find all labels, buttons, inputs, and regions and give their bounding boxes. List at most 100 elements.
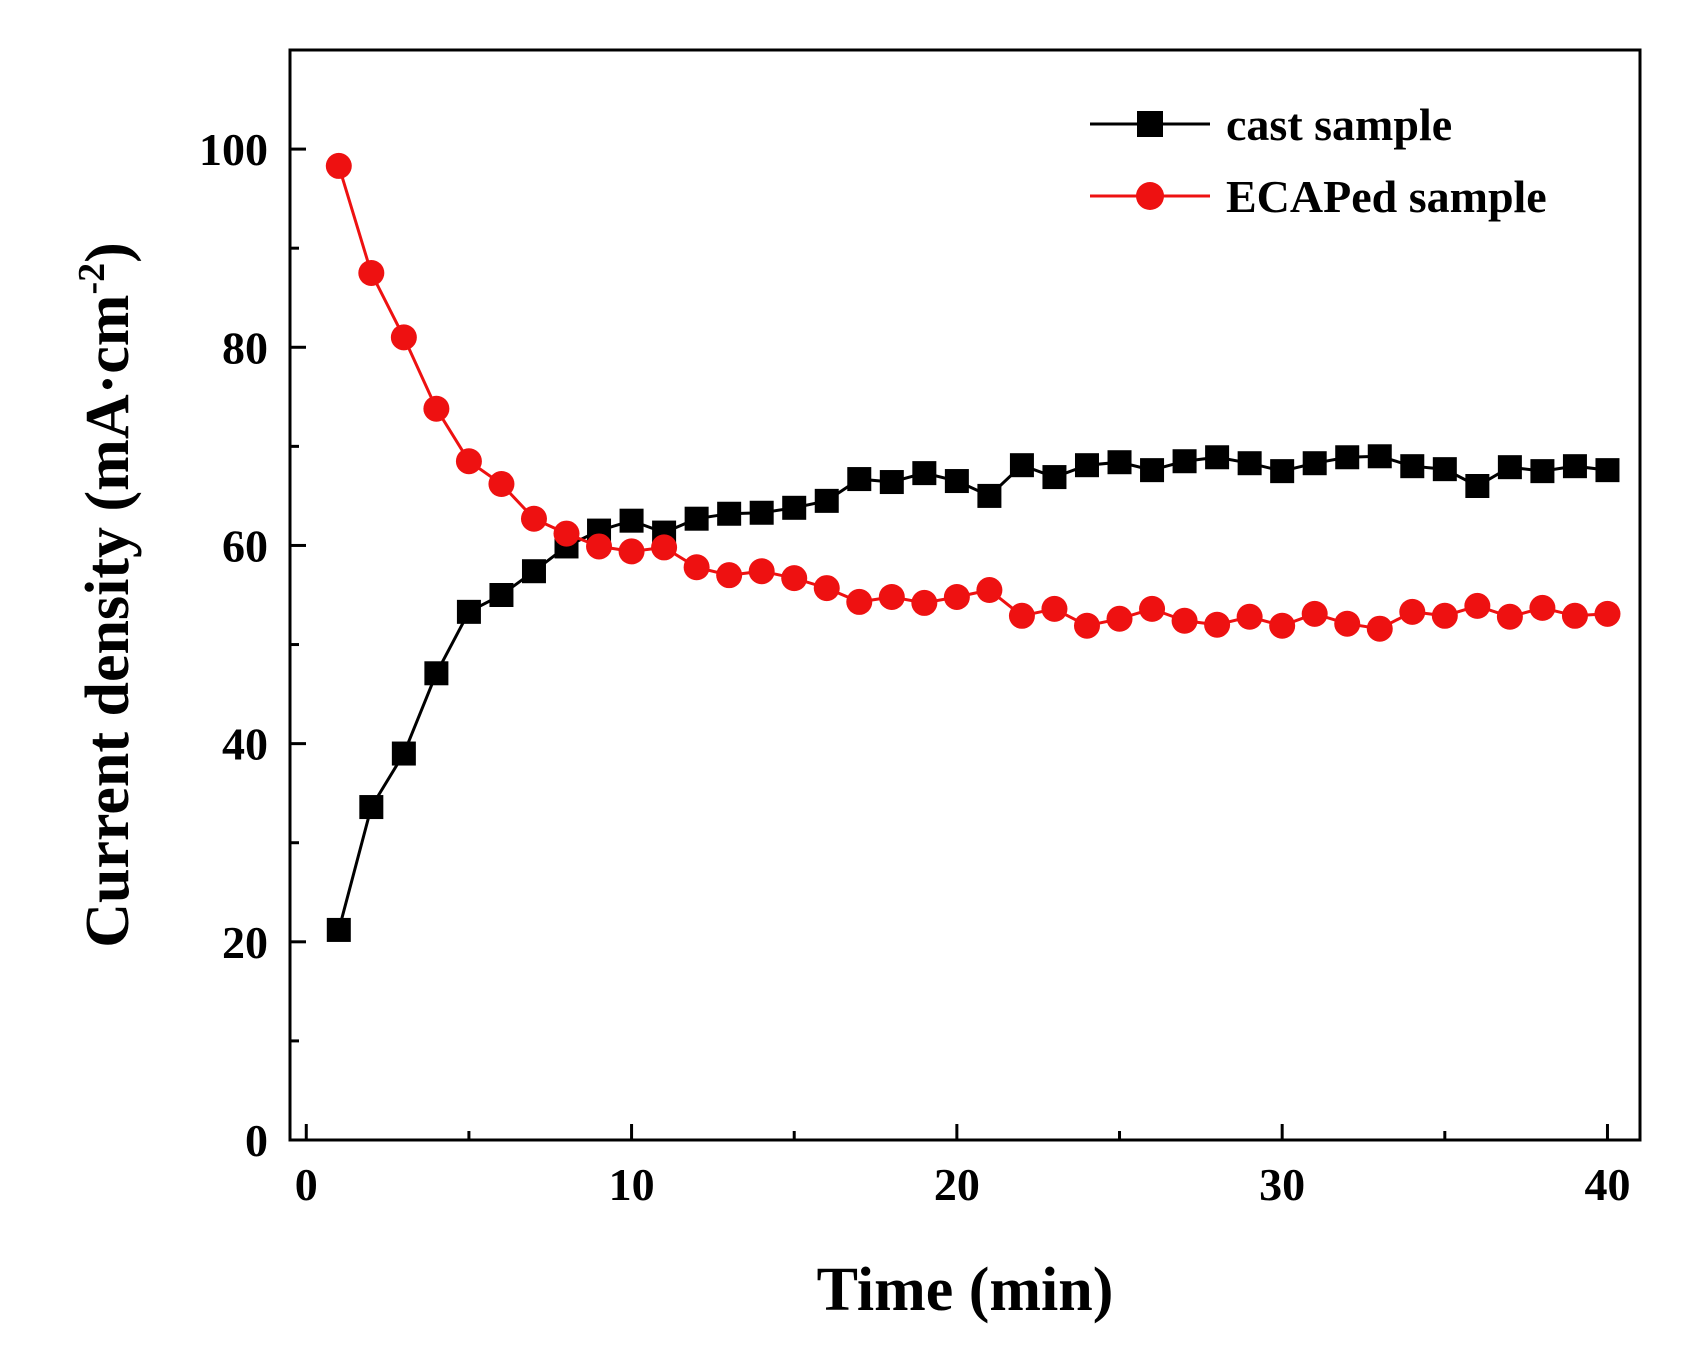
data-point — [1270, 459, 1295, 484]
data-point — [1496, 603, 1523, 630]
data-point — [489, 583, 514, 607]
data-point — [748, 558, 775, 585]
data-point — [1236, 603, 1263, 630]
data-point — [976, 577, 1003, 604]
data-point — [1595, 458, 1620, 483]
data-point — [553, 520, 580, 547]
series-ecaped — [325, 152, 1621, 642]
data-point — [1334, 610, 1361, 637]
y-axis-ticks — [290, 48, 306, 1142]
y-tick-label: 20 — [222, 917, 268, 968]
data-point — [1269, 612, 1296, 639]
plot-frame — [288, 48, 1642, 1142]
series-line — [337, 454, 1608, 931]
data-point — [325, 152, 352, 179]
data-point — [488, 471, 515, 498]
data-point — [977, 483, 1002, 508]
data-point — [1008, 602, 1035, 629]
data-point — [1367, 444, 1392, 469]
data-point — [1594, 600, 1621, 627]
x-tick-label: 20 — [934, 1159, 980, 1210]
data-point — [912, 461, 937, 486]
data-point — [749, 500, 774, 525]
data-point — [1530, 459, 1555, 484]
data-point — [359, 795, 384, 820]
data-point — [455, 448, 482, 475]
y-tick-label: 100 — [199, 124, 268, 175]
y-axis-title: Current density (mA·cm-2) — [71, 242, 142, 948]
data-point — [911, 589, 938, 616]
data-point — [423, 395, 450, 422]
series-line — [337, 165, 1608, 631]
data-point — [1335, 445, 1360, 470]
data-point — [1107, 450, 1132, 475]
y-tick-label: 80 — [222, 322, 268, 373]
data-point — [683, 554, 710, 581]
data-point — [847, 467, 872, 492]
x-axis-title: Time (min) — [817, 1256, 1114, 1324]
data-point — [619, 508, 644, 533]
data-point — [1465, 474, 1490, 498]
x-tick-label: 40 — [1584, 1159, 1630, 1210]
data-point — [520, 505, 547, 532]
data-point — [1464, 592, 1491, 619]
legend-label-ecaped: ECAPed sample — [1226, 171, 1547, 222]
data-point — [1366, 615, 1393, 642]
data-point — [1237, 451, 1262, 476]
y-axis-title-main: Current density (mA·cm — [74, 295, 142, 948]
data-point — [1074, 453, 1099, 478]
x-tick-label: 10 — [609, 1159, 655, 1210]
data-point — [1139, 595, 1166, 622]
legend-marker-ecaped — [1136, 182, 1164, 210]
data-point — [717, 501, 742, 526]
data-point — [943, 583, 970, 610]
data-point — [586, 533, 613, 560]
data-point — [326, 917, 351, 942]
data-point — [1431, 602, 1458, 629]
data-point — [1073, 612, 1100, 639]
data-point — [782, 495, 807, 520]
data-point — [781, 565, 808, 592]
data-point — [1205, 445, 1230, 470]
data-point — [618, 538, 645, 565]
y-tick-label: 40 — [222, 719, 268, 770]
data-point — [1009, 453, 1034, 478]
legend-label-cast: cast sample — [1226, 99, 1452, 150]
data-point — [1400, 454, 1425, 479]
x-tick-label: 0 — [295, 1159, 318, 1210]
data-point — [1172, 449, 1197, 474]
data-point — [391, 741, 416, 766]
x-axis-tick-labels: 0 10 20 30 40 — [295, 1159, 1631, 1210]
data-point — [1497, 455, 1522, 480]
x-axis-ticks — [304, 1124, 1609, 1140]
data-point — [684, 506, 709, 531]
data-point — [424, 661, 449, 686]
data-point — [1204, 611, 1231, 638]
data-point — [716, 562, 743, 589]
data-point — [1562, 454, 1587, 479]
y-axis-title-end: ) — [74, 242, 142, 263]
y-axis-tick-labels: 0 20 40 60 80 100 — [199, 124, 268, 1166]
data-point — [1041, 595, 1068, 622]
data-point — [1432, 457, 1457, 482]
data-point — [846, 588, 873, 615]
data-point — [1106, 605, 1133, 632]
data-point — [1399, 598, 1426, 625]
data-point — [1301, 600, 1328, 627]
data-point — [1140, 458, 1165, 483]
data-point — [1042, 465, 1067, 490]
y-axis-title-superscript: -2 — [71, 263, 113, 295]
data-point — [879, 470, 904, 495]
data-point — [1561, 602, 1588, 629]
series-layer — [325, 152, 1621, 942]
legend-marker-cast — [1137, 111, 1163, 137]
data-point — [651, 534, 678, 561]
data-point — [1529, 594, 1556, 621]
data-point — [456, 599, 481, 624]
data-point — [944, 469, 969, 494]
data-point — [878, 583, 905, 610]
data-point — [814, 488, 839, 513]
y-tick-label: 0 — [245, 1115, 268, 1166]
